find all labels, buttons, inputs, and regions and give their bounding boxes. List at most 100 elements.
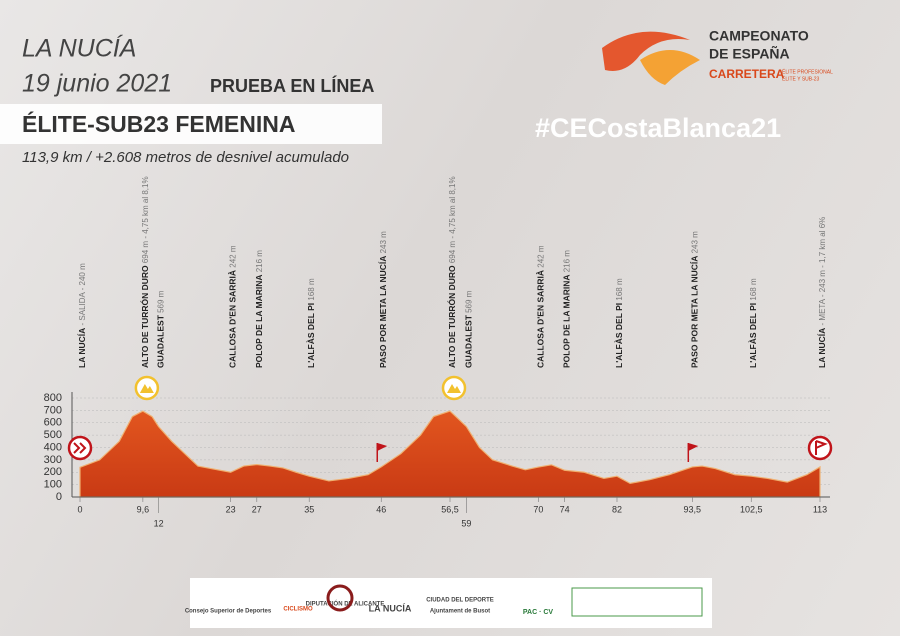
y-tick-label: 700 bbox=[44, 404, 62, 416]
logo-swoosh bbox=[640, 50, 700, 85]
x-tick-label: 35 bbox=[304, 504, 314, 514]
waypoint-detail: 569 m bbox=[157, 290, 166, 315]
x-tick-label: 23 bbox=[226, 504, 236, 514]
waypoint-label: CALLOSA D'EN SARRIÀ 242 m bbox=[536, 245, 546, 368]
sponsor: Ajuntament de Busot bbox=[430, 609, 490, 615]
championship-logo: CAMPEONATO DE ESPAÑA CARRETERA ÉLITE PRO… bbox=[602, 28, 833, 85]
waypoint-detail: 694 m - 4,75 km al 8,1% bbox=[141, 176, 150, 265]
waypoint-label: GUADALEST 569 m bbox=[464, 290, 474, 368]
waypoint-name: ALTO DE TURRÓN DURO bbox=[446, 265, 457, 368]
x-tick-label: 56,5 bbox=[441, 504, 459, 514]
waypoint-label: CALLOSA D'EN SARRIÀ 242 m bbox=[228, 245, 238, 368]
waypoint-detail: 242 m bbox=[537, 245, 546, 270]
place: LA NUCÍA bbox=[22, 34, 136, 63]
waypoint-label: PASO POR META LA NUCÍA 243 m bbox=[690, 231, 700, 368]
sponsor: PAC · CV bbox=[523, 609, 554, 616]
sponsor-band bbox=[190, 578, 712, 628]
waypoint-detail: 216 m bbox=[255, 250, 264, 275]
waypoint-label: LA NUCÍA - SALIDA - 240 m bbox=[77, 263, 87, 368]
logo-swoosh bbox=[602, 31, 690, 71]
x-tick-label: 102,5 bbox=[740, 504, 763, 514]
waypoint-name: L'ALFÀS DEL PI bbox=[306, 303, 316, 368]
y-tick-label: 200 bbox=[44, 466, 62, 478]
logo-icon bbox=[571, 587, 703, 617]
waypoint-name: CALLOSA D'EN SARRIÀ bbox=[536, 270, 546, 368]
waypoint-name: GUADALEST bbox=[156, 314, 166, 368]
waypoint-name: LA NUCÍA bbox=[817, 328, 827, 368]
waypoint-name: CALLOSA D'EN SARRIÀ bbox=[228, 270, 238, 368]
waypoint-name: LA NUCÍA bbox=[77, 328, 87, 368]
waypoint-detail: 168 m bbox=[307, 278, 316, 303]
elevation-area bbox=[79, 410, 821, 498]
waypoint-name: GUADALEST bbox=[464, 314, 474, 368]
date: 19 junio 2021 bbox=[22, 70, 172, 98]
waypoint-detail: 243 m bbox=[379, 231, 388, 256]
waypoint-label: POLOP DE LA MARINA 216 m bbox=[562, 250, 572, 368]
x-tick-label: 82 bbox=[612, 504, 622, 514]
hashtag: #CECostaBlanca21 bbox=[535, 113, 781, 143]
climb-icon bbox=[139, 384, 154, 393]
waypoint-detail: 242 m bbox=[229, 245, 238, 270]
waypoint-label: L'ALFÀS DEL PI 168 m bbox=[306, 278, 316, 368]
waypoint-detail: 168 m bbox=[749, 278, 758, 303]
sponsor: DIPUTACIÓN DE ALICANTE bbox=[306, 600, 385, 608]
sponsor: CICLISMO bbox=[283, 607, 313, 613]
waypoint-label: GUADALEST 569 m bbox=[156, 290, 166, 368]
y-tick-label: 300 bbox=[44, 454, 62, 466]
sponsor: Consejo Superior de Deportes bbox=[185, 609, 272, 615]
waypoint-detail: 569 m bbox=[464, 290, 473, 315]
waypoint-detail: - SALIDA - 240 m bbox=[78, 263, 87, 328]
waypoint-detail: 243 m bbox=[690, 231, 699, 256]
x-tick-label: 113 bbox=[813, 504, 827, 514]
logo-icon bbox=[326, 584, 354, 612]
x-tick-label: 0 bbox=[77, 504, 82, 514]
distance: 113,9 km / +2.608 metros de desnivel acu… bbox=[22, 149, 349, 166]
start-icon bbox=[73, 442, 87, 454]
x-tick-label: 70 bbox=[533, 504, 543, 514]
y-tick-label: 0 bbox=[56, 491, 62, 503]
waypoint-name: ALTO DE TURRÓN DURO bbox=[139, 265, 150, 368]
waypoint-detail: 168 m bbox=[615, 278, 624, 303]
waypoint-name: L'ALFÀS DEL PI bbox=[748, 303, 758, 368]
y-tick-label: 100 bbox=[44, 479, 62, 491]
logo-text: ÉLITE Y SUB-23 bbox=[782, 75, 820, 82]
finish-icon bbox=[807, 435, 833, 461]
waypoint-label: L'ALFÀS DEL PI 168 m bbox=[614, 278, 624, 368]
finish-icon bbox=[815, 440, 828, 455]
waypoint-detail: - META - 243 m - 1,7 km al 6% bbox=[818, 217, 827, 328]
waypoint-label: PASO POR META LA NUCÍA 243 m bbox=[378, 231, 388, 368]
logo-text: ÉLITE PROFESIONAL bbox=[782, 68, 833, 75]
sprint-flag bbox=[688, 443, 699, 451]
x-tick-label: 74 bbox=[560, 504, 570, 514]
waypoint-name: L'ALFÀS DEL PI bbox=[614, 303, 624, 368]
race-type: PRUEBA EN LÍNEA bbox=[210, 75, 374, 96]
waypoint-name: PASO POR META LA NUCÍA bbox=[690, 256, 700, 368]
climb-icon bbox=[447, 384, 461, 393]
x-tick-label: 9,6 bbox=[137, 504, 150, 514]
y-tick-label: 600 bbox=[44, 417, 62, 429]
logo-text: CARRETERA bbox=[709, 67, 785, 81]
waypoint-name: POLOP DE LA MARINA bbox=[562, 274, 572, 368]
waypoint-label: POLOP DE LA MARINA 216 m bbox=[254, 250, 264, 368]
waypoint-label: LA NUCÍA - META - 243 m - 1,7 km al 6% bbox=[817, 217, 827, 368]
waypoint-label: L'ALFÀS DEL PI 168 m bbox=[748, 278, 758, 368]
y-tick-label: 800 bbox=[44, 392, 62, 404]
x-tick-label: 46 bbox=[376, 504, 386, 514]
waypoint-detail: 694 m - 4,75 km al 8,1% bbox=[448, 176, 457, 265]
category: ÉLITE-SUB23 FEMENINA bbox=[22, 110, 295, 137]
waypoint-label: ALTO DE TURRÓN DURO 694 m - 4,75 km al 8… bbox=[446, 176, 457, 368]
waypoint-detail: 216 m bbox=[563, 250, 572, 275]
y-tick-label: 500 bbox=[44, 429, 62, 441]
waypoint-name: PASO POR META LA NUCÍA bbox=[378, 256, 388, 368]
sprint-flag bbox=[377, 443, 388, 451]
waypoint-label: ALTO DE TURRÓN DURO 694 m - 4,75 km al 8… bbox=[139, 176, 150, 368]
logo-text: DE ESPAÑA bbox=[709, 45, 790, 62]
x-tick-label: 93,5 bbox=[684, 504, 702, 514]
x-tick-label: 27 bbox=[252, 504, 262, 514]
waypoint-name: POLOP DE LA MARINA bbox=[254, 274, 264, 368]
y-tick-label: 400 bbox=[44, 441, 62, 453]
sponsor: CIUDAD DEL DEPORTE bbox=[426, 598, 494, 604]
